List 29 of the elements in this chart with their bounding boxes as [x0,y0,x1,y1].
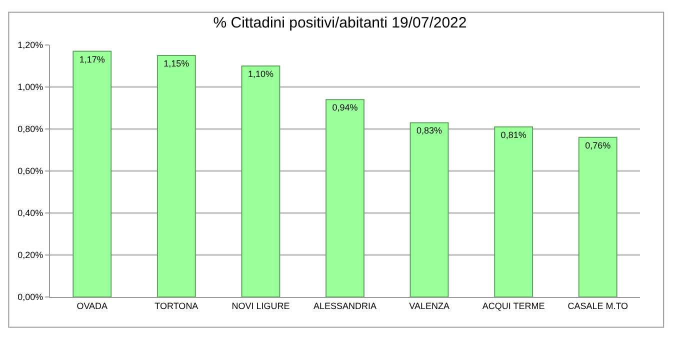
data-label: 1,10% [248,69,274,79]
y-tick-label: 0,20% [18,250,44,260]
bar [578,136,618,297]
y-tick-label: 0,40% [18,208,44,218]
y-tick-label: 0,80% [18,124,44,134]
bar [326,99,364,297]
x-tick-label: CASALE M.TO [568,300,628,311]
data-label: 0,81% [500,130,526,140]
x-tick-label: OVADA [76,300,108,311]
y-tick-label: 0,00% [18,292,44,302]
y-tick-label: 1,20% [18,40,44,50]
bar [241,66,280,297]
data-label: 1,15% [164,58,190,68]
x-tick-label: VALENZA [409,300,450,311]
chart-title: % Cittadini positivi/abitanti 19/07/2022 [213,14,467,32]
x-tick-label: TORTONA [154,300,198,311]
x-tick-label: ALESSANDRIA [313,300,377,311]
y-tick-label: 1,00% [18,82,44,92]
data-label: 1,17% [79,54,105,64]
bar [156,55,196,297]
y-tick-label: 0,60% [18,166,44,176]
x-tick-label: NOVI LIGURE [232,300,290,311]
bar [410,122,449,297]
data-label: 0,94% [332,102,358,113]
data-label: 0,76% [585,140,611,150]
data-label: 0,83% [416,126,442,136]
bar [494,126,534,297]
x-tick-label: ACQUI TERME [482,300,545,311]
bar [72,50,112,297]
